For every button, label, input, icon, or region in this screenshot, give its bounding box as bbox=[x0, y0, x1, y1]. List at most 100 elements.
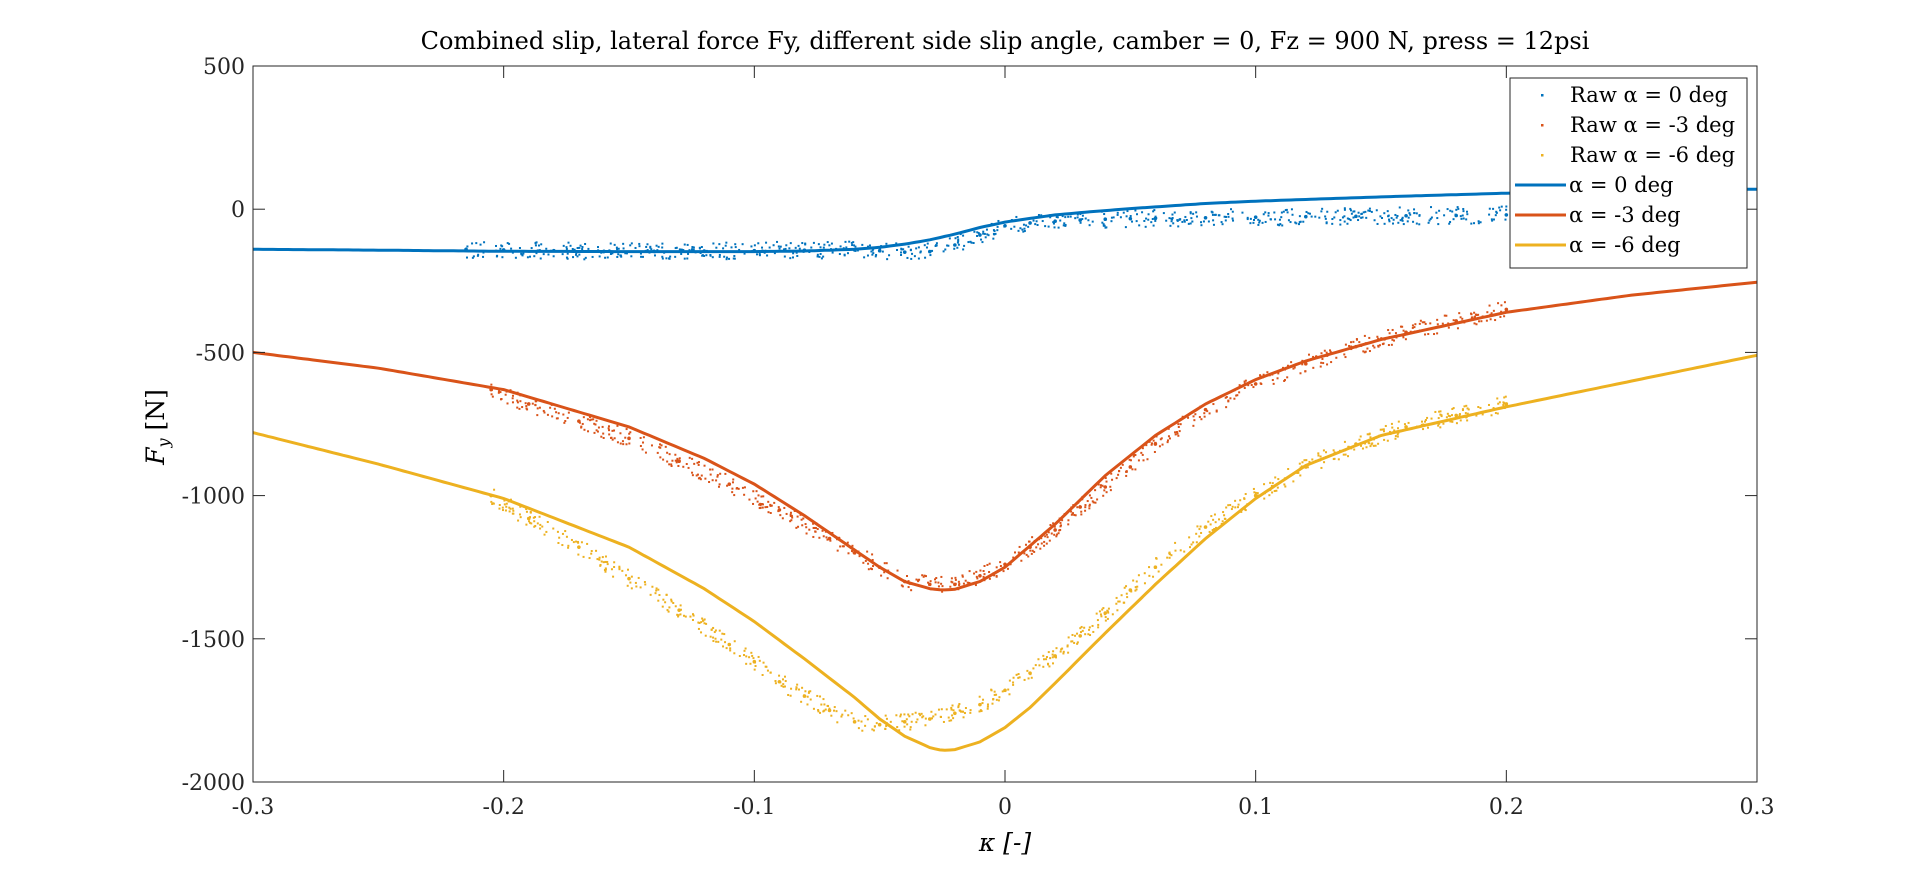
data-point bbox=[1322, 449, 1325, 452]
data-point bbox=[1236, 506, 1239, 509]
data-point bbox=[725, 647, 728, 650]
data-point bbox=[872, 252, 875, 255]
data-point bbox=[1436, 332, 1439, 335]
data-point bbox=[725, 241, 728, 244]
data-point bbox=[1452, 407, 1455, 410]
data-point bbox=[697, 621, 700, 624]
data-point bbox=[782, 683, 785, 686]
data-point bbox=[1212, 219, 1215, 222]
data-point bbox=[871, 553, 874, 556]
data-point bbox=[1079, 627, 1082, 630]
data-point bbox=[680, 252, 683, 255]
data-point bbox=[1279, 223, 1282, 226]
data-point bbox=[852, 717, 855, 720]
data-point bbox=[1488, 213, 1491, 216]
data-point bbox=[676, 457, 679, 460]
data-point bbox=[979, 709, 982, 712]
data-point bbox=[543, 533, 546, 536]
data-point bbox=[1460, 217, 1463, 220]
data-point bbox=[1161, 443, 1164, 446]
data-point bbox=[1116, 211, 1119, 214]
data-point bbox=[868, 244, 871, 247]
data-point bbox=[1200, 224, 1203, 227]
data-point bbox=[998, 696, 1001, 699]
y-axis-label: Fy [N] bbox=[141, 389, 173, 466]
data-point bbox=[1147, 218, 1150, 221]
data-point bbox=[1022, 230, 1025, 233]
data-point bbox=[795, 686, 798, 689]
data-point bbox=[1192, 541, 1195, 544]
data-point bbox=[1084, 506, 1087, 509]
data-point bbox=[1456, 206, 1459, 209]
data-point bbox=[1023, 227, 1026, 230]
data-point bbox=[1066, 645, 1069, 648]
data-point bbox=[661, 242, 664, 245]
data-point bbox=[902, 248, 905, 251]
data-point bbox=[1391, 338, 1394, 341]
data-point bbox=[1155, 216, 1158, 219]
data-point bbox=[558, 536, 561, 539]
data-point bbox=[1081, 214, 1084, 217]
data-point bbox=[583, 258, 586, 261]
data-point bbox=[745, 662, 748, 665]
data-point bbox=[613, 565, 616, 568]
data-point bbox=[1473, 322, 1476, 325]
data-point bbox=[1364, 442, 1367, 445]
data-point bbox=[957, 704, 960, 707]
data-point bbox=[516, 401, 519, 404]
data-point bbox=[1307, 353, 1310, 356]
data-point bbox=[937, 581, 940, 584]
data-point bbox=[699, 478, 702, 481]
data-point bbox=[1494, 319, 1497, 322]
data-point bbox=[1207, 520, 1210, 523]
data-point bbox=[981, 702, 984, 705]
data-point bbox=[993, 230, 996, 233]
data-point bbox=[1021, 228, 1024, 231]
data-point bbox=[806, 695, 809, 698]
data-point bbox=[952, 717, 955, 720]
data-point bbox=[1461, 408, 1464, 411]
data-point bbox=[900, 253, 903, 256]
data-point bbox=[700, 631, 703, 634]
data-point bbox=[1348, 344, 1351, 347]
data-point bbox=[1308, 460, 1311, 463]
data-point bbox=[1035, 220, 1038, 223]
data-point bbox=[1052, 522, 1055, 525]
data-point bbox=[949, 585, 952, 588]
data-point bbox=[950, 708, 953, 711]
data-point bbox=[916, 718, 919, 721]
data-point bbox=[1088, 507, 1091, 510]
data-point bbox=[668, 453, 671, 456]
data-point bbox=[1115, 477, 1118, 480]
data-point bbox=[816, 528, 819, 531]
data-point bbox=[1479, 406, 1482, 409]
data-point bbox=[697, 461, 700, 464]
data-point bbox=[962, 248, 965, 251]
data-point bbox=[1346, 222, 1349, 225]
data-point bbox=[1285, 208, 1288, 211]
data-point bbox=[1044, 535, 1047, 538]
data-point bbox=[1455, 422, 1458, 425]
data-point bbox=[768, 246, 771, 249]
data-point bbox=[1407, 216, 1410, 219]
data-point bbox=[922, 715, 925, 718]
data-point bbox=[1193, 419, 1196, 422]
data-point bbox=[1181, 220, 1184, 223]
data-point bbox=[866, 245, 869, 248]
data-point bbox=[491, 395, 494, 398]
data-point bbox=[1362, 350, 1365, 353]
data-point bbox=[1135, 213, 1138, 216]
data-point bbox=[1115, 596, 1118, 599]
data-point bbox=[827, 704, 830, 707]
y-tick-label: 0 bbox=[231, 198, 245, 223]
data-point bbox=[1042, 658, 1045, 661]
data-point bbox=[676, 613, 679, 616]
data-point bbox=[1091, 500, 1094, 503]
data-point bbox=[1465, 404, 1468, 407]
data-point bbox=[555, 411, 558, 414]
data-point bbox=[1104, 477, 1107, 480]
data-point bbox=[1218, 214, 1221, 217]
data-point bbox=[875, 722, 878, 725]
data-point bbox=[1179, 549, 1182, 552]
data-point bbox=[561, 253, 564, 256]
